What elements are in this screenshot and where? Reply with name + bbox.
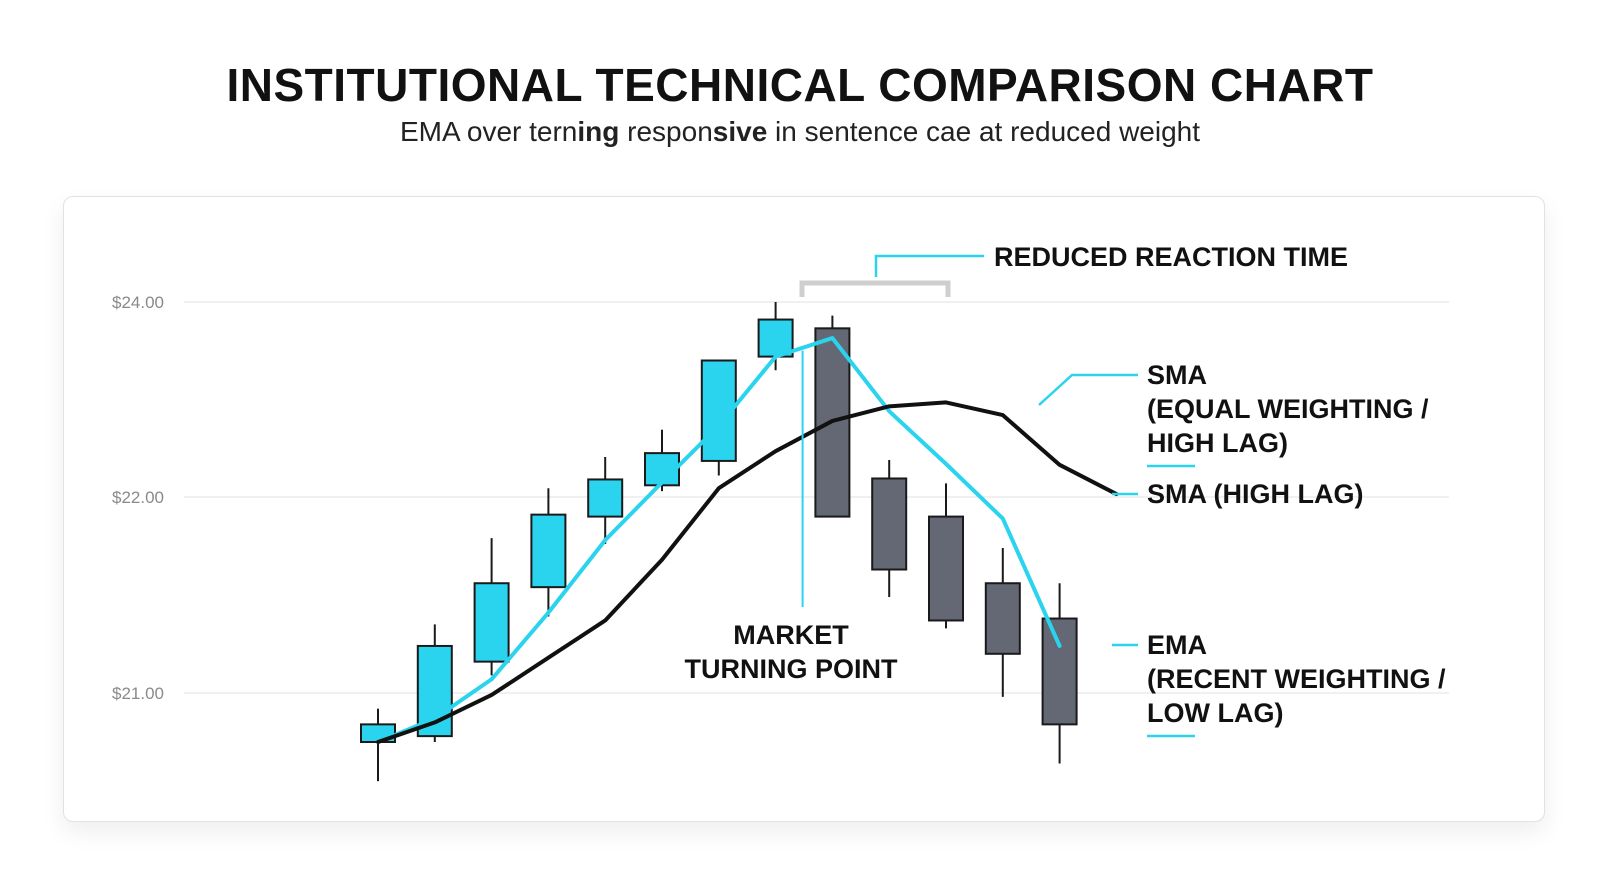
subtitle-part: EMA over tern — [399, 116, 578, 147]
sma-end-label: SMA (HIGH LAG) — [1147, 479, 1363, 509]
bullish-candle — [473, 582, 510, 663]
y-tick-label: $24.00 — [112, 293, 164, 312]
ema-label: (RECENT WEIGHTING / — [1147, 664, 1446, 694]
bearish-candle — [928, 515, 964, 622]
chart-subtitle: EMA over terning responsive in sentence … — [0, 116, 1600, 148]
bullish-candle — [757, 318, 794, 358]
ema-label: LOW LAG) — [1147, 698, 1283, 728]
ema-line — [376, 336, 1062, 744]
sma-label: (EQUAL WEIGHTING / — [1147, 394, 1429, 424]
turning-point-label: MARKET — [733, 620, 849, 650]
y-tick-label: $21.00 — [112, 684, 164, 703]
bearish-candle — [1041, 617, 1078, 726]
reaction-time-bracket — [799, 280, 951, 297]
bullish-candle — [530, 513, 567, 589]
chart-svg: $24.00 $22.00 $21.00 MARKET TURNING POINT RED… — [112, 242, 1449, 782]
subtitle-part: in sentence cae at reduced weight — [767, 116, 1201, 147]
subtitle-part: sive — [712, 116, 768, 147]
reaction-time-connector — [874, 254, 984, 277]
turning-point-label: TURNING POINT — [685, 654, 899, 684]
sma-label: HIGH LAG) — [1147, 428, 1288, 458]
sma-label: SMA — [1147, 360, 1207, 390]
subtitle-part: ing — [577, 116, 620, 147]
sma-label-connector — [1038, 373, 1138, 406]
sma-line — [376, 400, 1119, 744]
subtitle-part: respon — [619, 116, 713, 147]
bearish-candle — [871, 477, 908, 571]
reaction-time-label: REDUCED REACTION TIME — [994, 242, 1348, 272]
chart-card: $24.00 $22.00 $21.00 MARKET TURNING POINT RED… — [63, 196, 1545, 822]
y-tick-label: $22.00 — [112, 488, 164, 507]
bullish-candle — [587, 478, 624, 518]
chart-title: INSTITUTIONAL TECHNICAL COMPARISON CHART — [226, 59, 1374, 111]
ema-label: EMA — [1147, 630, 1207, 660]
bearish-candle — [984, 582, 1021, 655]
